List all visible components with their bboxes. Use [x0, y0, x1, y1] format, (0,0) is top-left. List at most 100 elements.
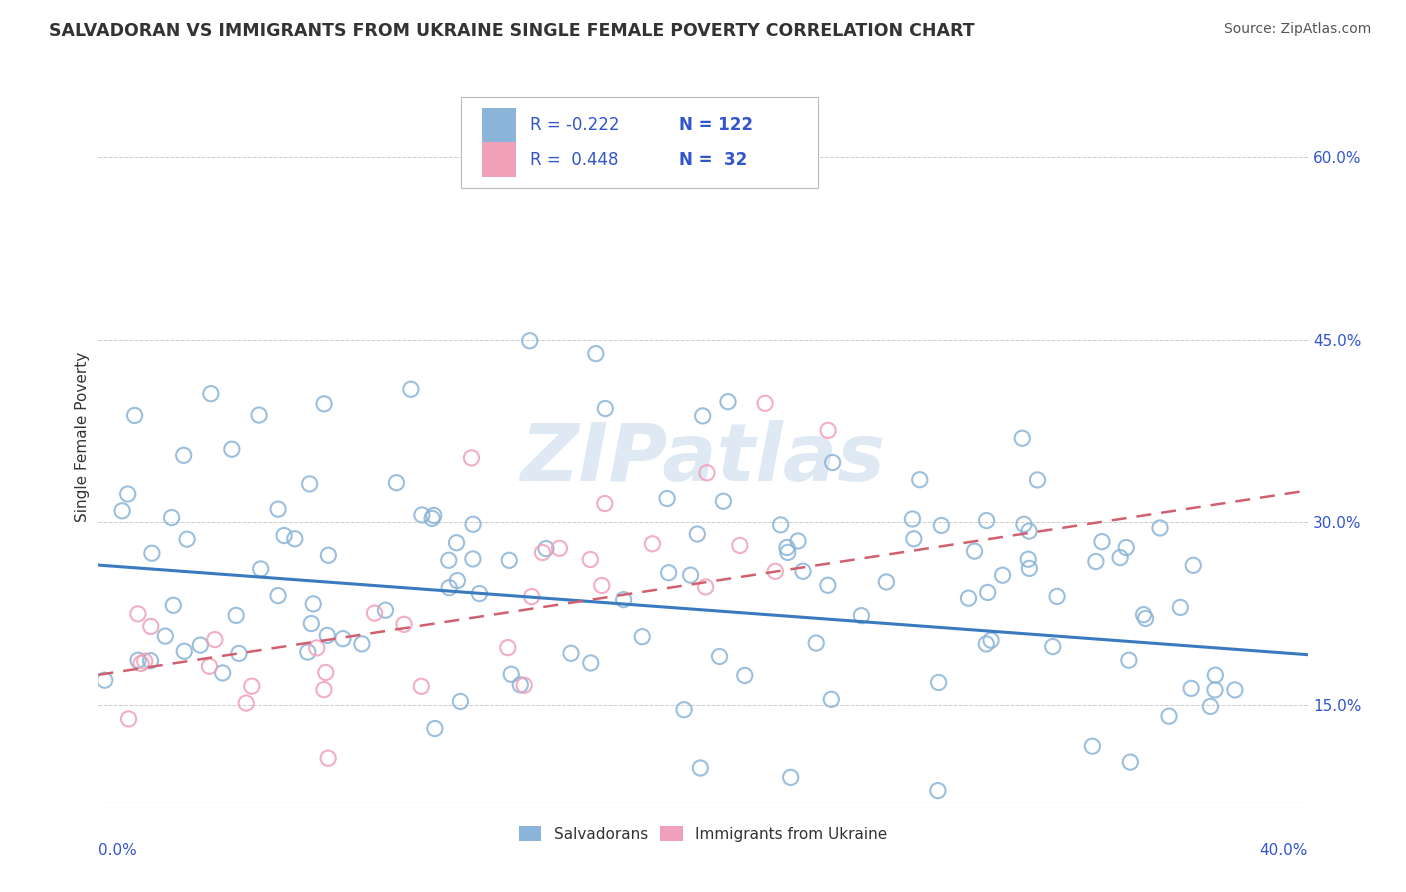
Text: N =  32: N = 32: [679, 151, 747, 169]
Point: [787, 533, 810, 548]
Point: [299, 616, 322, 631]
Point: [411, 679, 433, 693]
Point: [1012, 517, 1035, 532]
Point: [501, 667, 523, 681]
Point: [127, 653, 149, 667]
Point: [709, 649, 731, 664]
Point: [225, 608, 247, 623]
Text: R =  0.448: R = 0.448: [530, 151, 619, 169]
Text: R = -0.222: R = -0.222: [530, 117, 620, 135]
Point: [957, 591, 980, 606]
Point: [1084, 555, 1107, 569]
Point: [446, 535, 468, 549]
Point: [901, 512, 924, 526]
Point: [820, 692, 842, 706]
Point: [1132, 607, 1154, 622]
Point: [111, 504, 134, 518]
Point: [769, 517, 792, 532]
Point: [927, 783, 949, 797]
Point: [1135, 611, 1157, 625]
Point: [385, 475, 408, 490]
Point: [776, 545, 799, 559]
Point: [593, 497, 616, 511]
Legend: Salvadorans, Immigrants from Ukraine: Salvadorans, Immigrants from Ukraine: [512, 820, 894, 847]
Point: [1026, 473, 1049, 487]
Point: [613, 592, 636, 607]
Point: [1199, 699, 1222, 714]
Point: [792, 564, 814, 578]
Point: [1149, 521, 1171, 535]
Point: [316, 628, 339, 642]
Point: [284, 532, 307, 546]
Point: [779, 771, 801, 785]
Point: [717, 394, 740, 409]
Point: [1204, 668, 1226, 682]
Point: [273, 528, 295, 542]
Point: [297, 645, 319, 659]
Text: ZIPatlas: ZIPatlas: [520, 420, 886, 498]
Point: [449, 694, 471, 708]
Point: [1109, 550, 1132, 565]
Point: [211, 665, 233, 680]
Bar: [482, 108, 516, 143]
Bar: [482, 143, 516, 178]
Text: 0.0%: 0.0%: [98, 843, 138, 858]
Point: [908, 473, 931, 487]
Point: [1115, 541, 1137, 555]
Point: [776, 541, 799, 555]
Point: [411, 508, 433, 522]
Point: [141, 546, 163, 560]
Point: [468, 586, 491, 600]
Point: [134, 654, 156, 668]
Point: [1018, 524, 1040, 538]
Point: [1157, 709, 1180, 723]
Point: [139, 619, 162, 633]
Point: [228, 647, 250, 661]
Point: [1017, 552, 1039, 566]
Point: [117, 712, 139, 726]
Point: [655, 491, 678, 506]
Point: [446, 574, 468, 588]
Point: [173, 644, 195, 658]
Point: [560, 646, 582, 660]
Point: [754, 396, 776, 410]
Point: [314, 397, 336, 411]
Point: [711, 494, 734, 508]
Point: [595, 401, 617, 416]
Point: [155, 629, 177, 643]
Point: [374, 603, 396, 617]
Point: [689, 761, 711, 775]
Point: [903, 532, 925, 546]
Point: [315, 665, 337, 680]
Point: [977, 585, 1000, 599]
Point: [931, 518, 953, 533]
Point: [1223, 682, 1246, 697]
Point: [176, 532, 198, 546]
Point: [963, 544, 986, 558]
Point: [392, 617, 415, 632]
Point: [498, 553, 520, 567]
Point: [806, 636, 828, 650]
FancyBboxPatch shape: [461, 97, 818, 188]
Point: [124, 409, 146, 423]
Point: [1119, 755, 1142, 769]
Point: [200, 386, 222, 401]
Point: [763, 565, 786, 579]
Point: [204, 632, 226, 647]
Point: [139, 654, 162, 668]
Point: [173, 448, 195, 462]
Point: [318, 549, 340, 563]
Point: [312, 682, 335, 697]
Point: [579, 656, 602, 670]
Point: [117, 487, 139, 501]
Point: [695, 580, 717, 594]
Point: [316, 751, 339, 765]
Point: [1046, 590, 1069, 604]
Point: [267, 502, 290, 516]
Point: [520, 590, 543, 604]
Point: [728, 538, 751, 552]
Point: [631, 630, 654, 644]
Point: [437, 553, 460, 567]
Point: [1081, 739, 1104, 754]
Point: [399, 382, 422, 396]
